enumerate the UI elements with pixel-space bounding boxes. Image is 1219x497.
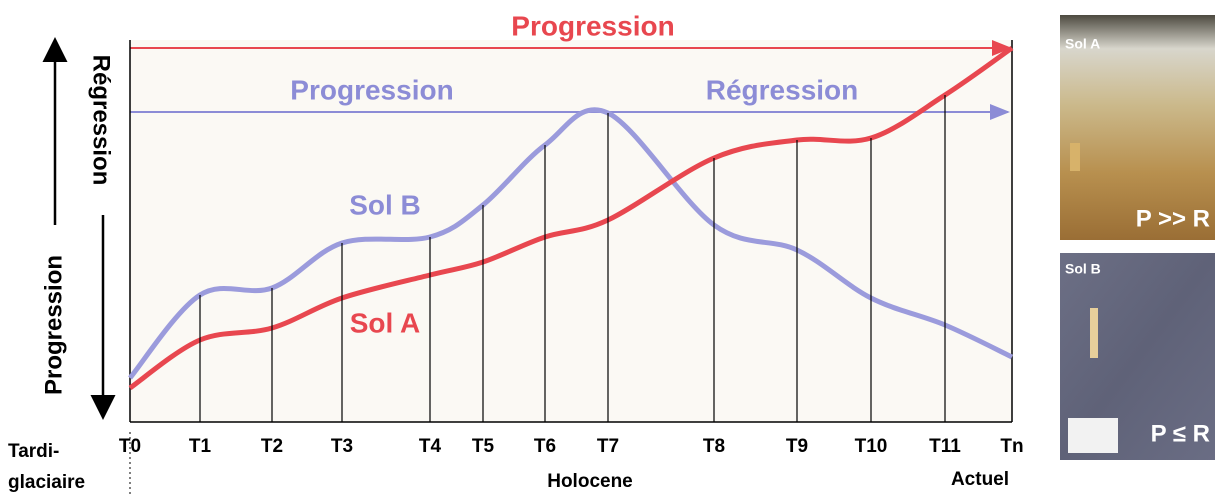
photo-label: Sol B — [1065, 261, 1101, 277]
time-label: T6 — [534, 436, 556, 457]
time-label: T8 — [703, 436, 725, 457]
time-label: T1 — [189, 436, 212, 457]
top-arrow-label: Progression — [511, 10, 674, 41]
photo-caption: P ≤ R — [1151, 420, 1210, 447]
time-label: Tn — [1000, 436, 1023, 457]
sol-b-label: Sol B — [349, 189, 421, 220]
period-left: Tardi- — [8, 441, 59, 462]
photo-label: Sol A — [1065, 36, 1100, 52]
time-label: T0 — [119, 436, 141, 457]
time-label: T9 — [786, 436, 808, 457]
time-label: T10 — [855, 436, 888, 457]
period-right: Actuel — [951, 469, 1009, 490]
progression-label: Progression — [290, 74, 453, 105]
regression-label: Régression — [706, 74, 859, 105]
side-lower: Progression — [40, 255, 67, 395]
time-label: T3 — [331, 436, 353, 457]
time-label: T5 — [472, 436, 495, 457]
photo-tool — [1070, 143, 1080, 171]
period-left: glaciaire — [8, 472, 85, 493]
side-upper: Régression — [88, 55, 115, 186]
time-label: T11 — [929, 436, 961, 457]
sol-a-label: Sol A — [350, 307, 421, 338]
time-label: T4 — [419, 436, 442, 457]
time-label: T2 — [261, 436, 283, 457]
photo-sol-a — [1060, 15, 1215, 240]
photo-caption: P >> R — [1136, 205, 1210, 232]
photo-card — [1068, 418, 1118, 453]
time-label: T7 — [597, 436, 619, 457]
period-middle: Holocene — [547, 471, 633, 492]
photo-tool — [1090, 308, 1098, 358]
